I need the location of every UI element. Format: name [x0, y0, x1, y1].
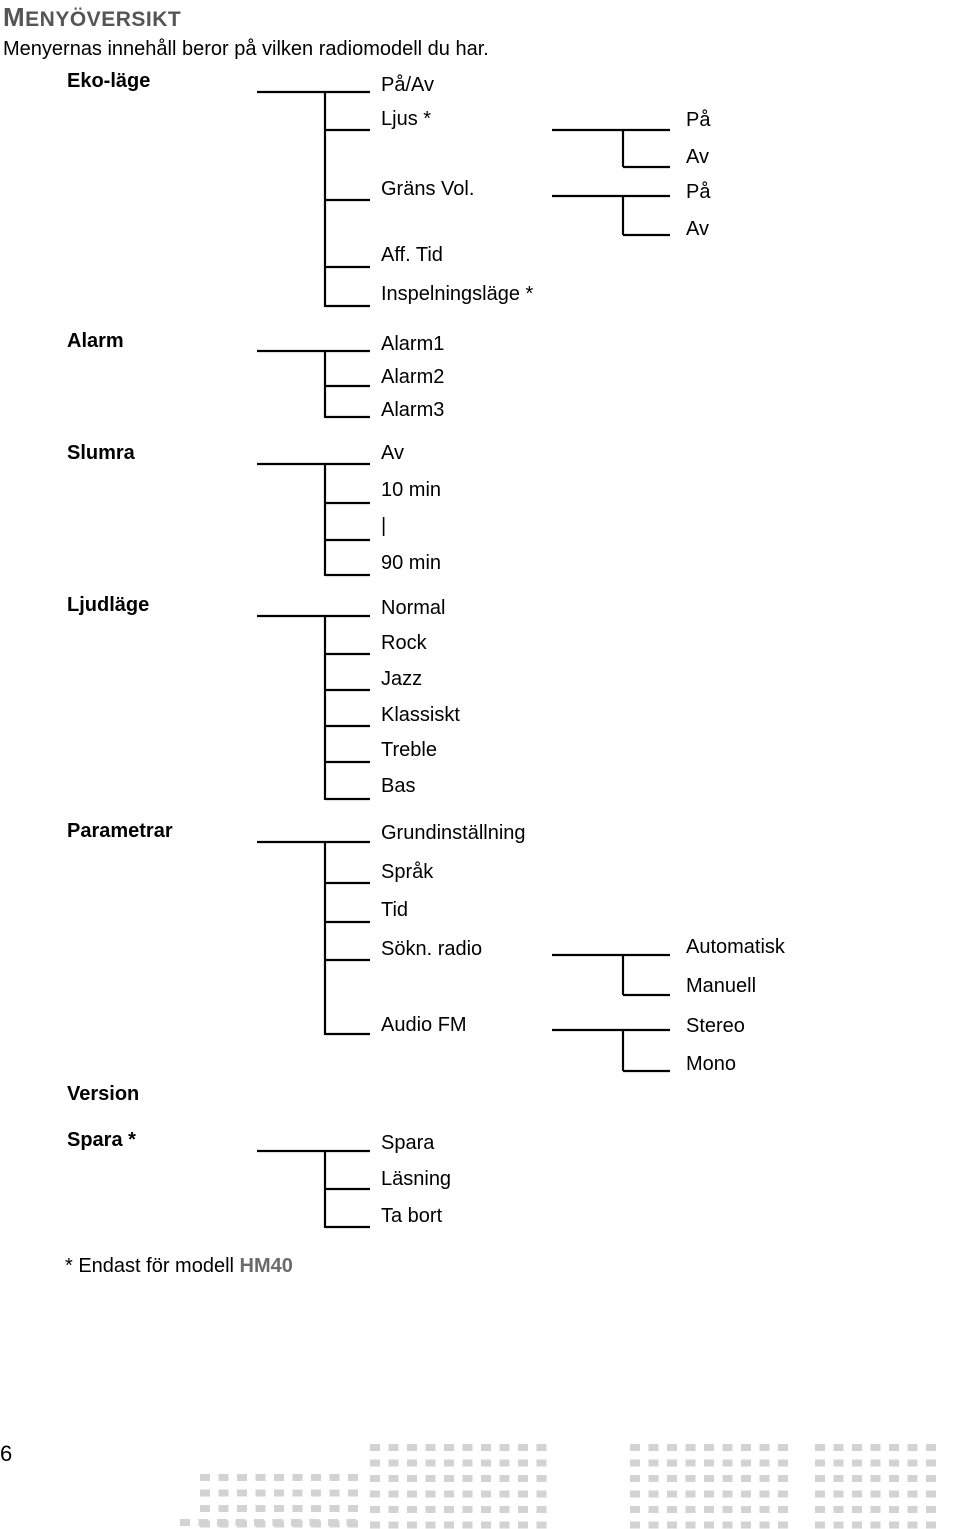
sokn-option-manuell: Manuell [686, 975, 757, 997]
page-title: MENYÖVERSIKT [3, 2, 181, 33]
eco-item-paav: På/Av [381, 74, 434, 96]
menu-ljudlage-label: Ljudläge [67, 594, 150, 616]
spara-item-ta-bort: Ta bort [381, 1205, 443, 1227]
ljus-option-pa: På [686, 109, 711, 131]
param-item-tid: Tid [381, 899, 409, 921]
alarm-item-1: Alarm1 [381, 333, 445, 355]
slumra-item-10min: 10 min [381, 479, 442, 501]
page-subtitle: Menyernas innehåll beror på vilken radio… [3, 38, 489, 60]
sokn-option-automatisk: Automatisk [686, 936, 785, 958]
param-item-sokn-radio: Sökn. radio [381, 938, 483, 960]
menu-version-label: Version [67, 1083, 140, 1105]
menu-eco-label: Eko-läge [67, 70, 151, 92]
menu-alarm-label: Alarm [67, 330, 124, 352]
param-item-audio-fm: Audio FM [381, 1014, 467, 1036]
ljud-item-normal: Normal [381, 597, 446, 619]
alarm-item-3: Alarm3 [381, 399, 445, 421]
eco-item-ljus: Ljus * [381, 108, 432, 130]
audio-option-stereo: Stereo [686, 1015, 745, 1037]
eco-item-aff-tid: Aff. Tid [381, 244, 443, 266]
eco-item-grans-vol: Gräns Vol. [381, 178, 475, 200]
audio-option-mono: Mono [686, 1053, 737, 1075]
menu-spara-label: Spara * [67, 1129, 136, 1151]
eco-item-inspelningslage: Inspelningsläge * [381, 283, 534, 305]
grans-option-av: Av [686, 218, 709, 240]
slumra-item-90min: 90 min [381, 552, 442, 574]
footnote-model: HM40 [239, 1255, 293, 1277]
page-title-rest: ENYÖVERSIKT [25, 8, 182, 31]
param-item-grundinstallning: Grundinställning [381, 822, 526, 844]
spara-item-spara: Spara [381, 1132, 435, 1154]
ljus-option-av: Av [686, 146, 709, 168]
spara-item-lasning: Läsning [381, 1168, 452, 1190]
alarm-item-2: Alarm2 [381, 366, 445, 388]
menu-parametrar-label: Parametrar [67, 820, 173, 842]
page-number: 6 [0, 1441, 13, 1466]
param-item-sprak: Språk [381, 861, 434, 883]
footnote: * Endast för modell HM40 [65, 1255, 293, 1278]
ljud-item-treble: Treble [381, 739, 437, 761]
footnote-prefix: * Endast för modell [65, 1255, 240, 1277]
page-title-initial: M [3, 2, 26, 32]
slumra-item-av: Av [381, 442, 404, 464]
ljud-item-rock: Rock [381, 632, 427, 654]
menu-slumra-label: Slumra [67, 442, 135, 464]
ljud-item-klassiskt: Klassiskt [381, 704, 460, 726]
slumra-item-range-bar: | [381, 515, 387, 537]
ljud-item-jazz: Jazz [381, 668, 423, 690]
grans-option-pa: På [686, 181, 711, 203]
ljud-item-bas: Bas [381, 775, 416, 797]
